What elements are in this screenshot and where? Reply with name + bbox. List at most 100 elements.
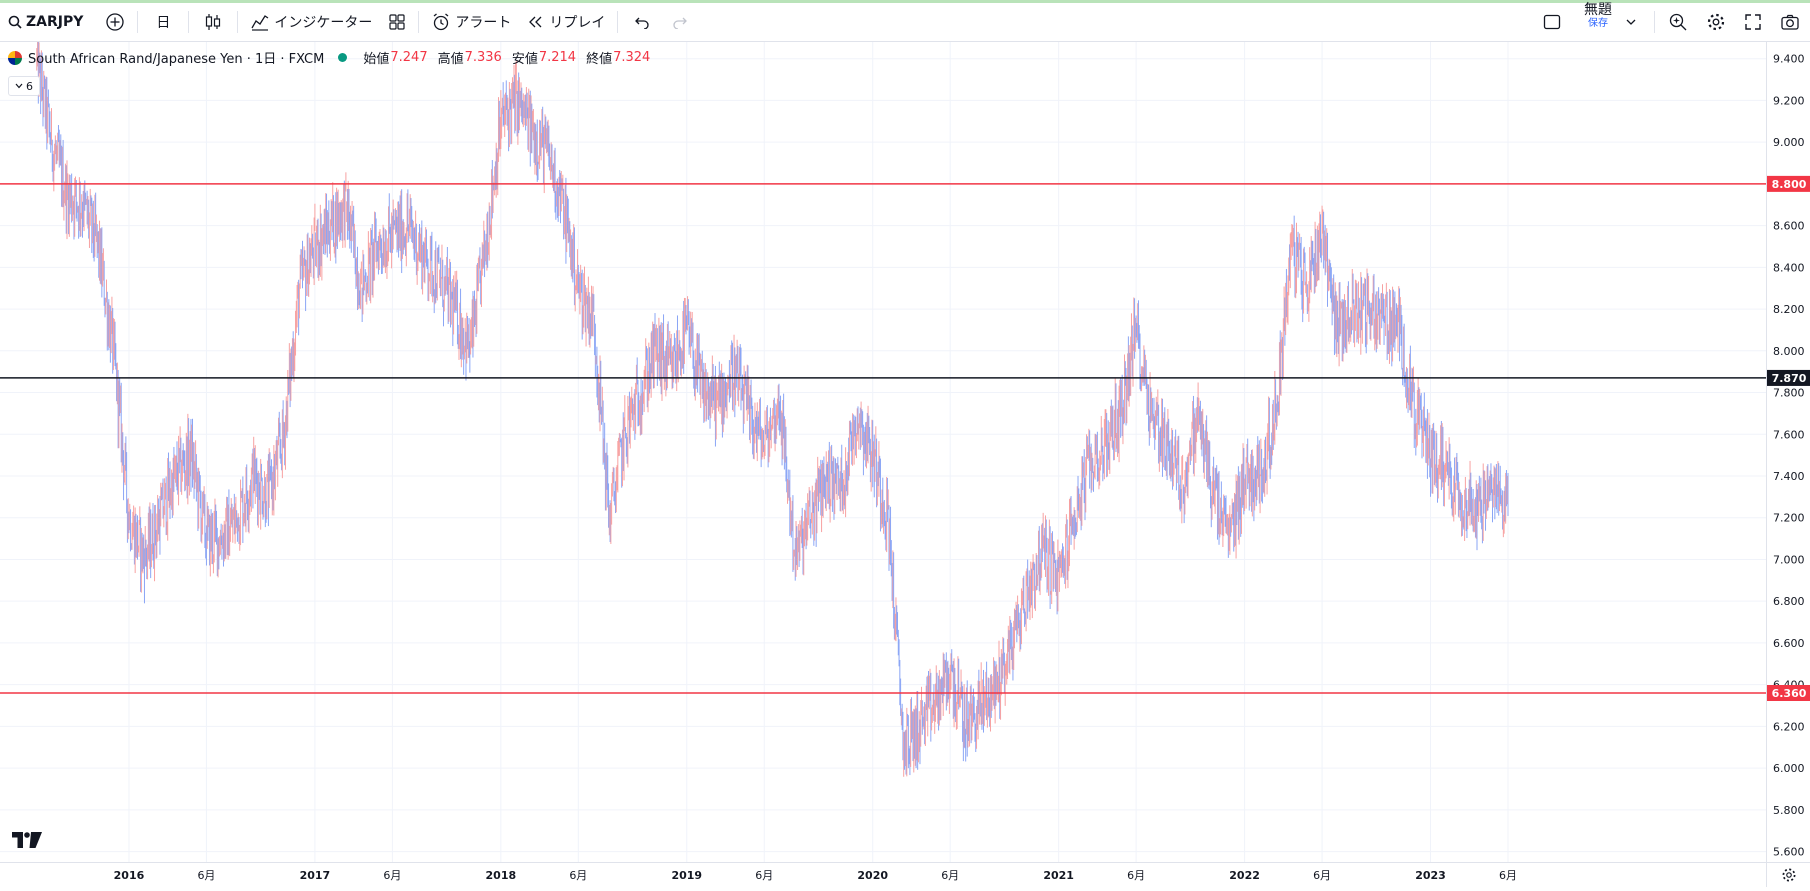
price-axis[interactable]: 9.400 9.200 9.000 8.800 8.600 8.400 8.200 8.000… — [1766, 42, 1810, 862]
axis-settings-button[interactable] — [1766, 862, 1810, 887]
open-label: 始値 — [363, 52, 390, 67]
price-bars — [36, 21, 1509, 777]
indicators-button[interactable]: インジケーター — [242, 3, 380, 41]
replay-label: リプレイ — [549, 15, 606, 31]
price-line-badge-label: 6.360 — [1772, 687, 1807, 700]
templates-button[interactable] — [380, 3, 414, 41]
redo-button[interactable] — [662, 3, 698, 41]
redo-icon — [673, 17, 688, 29]
compare-symbol-button[interactable] — [97, 3, 133, 41]
price-tick-label: 6.600 — [1773, 637, 1805, 650]
indicators-label: インジケーター — [274, 15, 373, 31]
fullscreen-button[interactable] — [1735, 3, 1771, 41]
high-value: 7.336 — [464, 50, 502, 65]
camera-icon — [1781, 14, 1799, 30]
toolbar-divider — [188, 11, 190, 33]
time-tick-label: 6月 — [1313, 869, 1331, 882]
close-label: 終値 — [586, 52, 613, 67]
time-tick-label: 6月 — [383, 869, 401, 882]
time-tick-label: 6月 — [569, 869, 587, 882]
collapsed-count: 6 — [26, 79, 33, 93]
price-chart[interactable] — [0, 21, 1766, 862]
price-line-badge — [1767, 369, 1810, 386]
settings-button[interactable] — [1697, 3, 1735, 41]
save-label: 保存 — [1588, 18, 1608, 29]
price-tick-label: 8.200 — [1773, 303, 1805, 316]
top-toolbar: ZARJPY 日 インジケーター アラート リプレイ 無題 保存 — [0, 3, 1810, 42]
tradingview-logo-icon — [12, 832, 42, 848]
snapshot-button[interactable] — [1771, 3, 1810, 41]
layout-title: 無題 — [1584, 2, 1612, 18]
time-tick-label: 6月 — [941, 869, 959, 882]
indicators-icon — [251, 15, 269, 31]
gear-icon — [1782, 868, 1796, 882]
quick-search-button[interactable] — [1659, 3, 1697, 41]
price-line-badge — [1767, 175, 1810, 192]
market-status-dot[interactable] — [338, 53, 348, 62]
price-tick-label: 8.600 — [1773, 220, 1805, 233]
price-tick-label: 7.400 — [1773, 470, 1805, 483]
time-tick-label: 2021 — [1043, 869, 1074, 882]
time-tick-label: 2023 — [1415, 869, 1446, 882]
replay-button[interactable]: リプレイ — [519, 3, 613, 41]
toolbar-divider — [1654, 11, 1655, 33]
low-label: 安値 — [511, 52, 538, 67]
price-tick-label: 6.200 — [1773, 720, 1805, 733]
top-accent-line — [0, 0, 1810, 3]
alarm-clock-icon — [433, 13, 449, 31]
chart-pane[interactable] — [0, 21, 1766, 862]
toolbar-divider — [137, 11, 139, 33]
alert-label: アラート — [455, 15, 512, 31]
candles-icon — [206, 14, 221, 30]
price-tick-label: 6.000 — [1773, 762, 1805, 775]
chart-legend: South African Rand/Japanese Yen · 1日 · F… — [8, 48, 650, 67]
zar-flag-icon — [8, 50, 22, 65]
time-tick-label: 6月 — [1499, 869, 1517, 882]
price-tick-label: 5.600 — [1773, 846, 1805, 859]
open-value: 7.247 — [390, 50, 428, 65]
high-label: 高値 — [437, 52, 464, 67]
rewind-icon — [529, 16, 542, 28]
alert-button[interactable]: アラート — [423, 3, 519, 41]
time-tick-label: 6月 — [197, 869, 215, 882]
chevron-down-icon — [15, 83, 23, 89]
low-value: 7.214 — [538, 50, 577, 65]
save-layout-button[interactable]: 無題 保存 — [1578, 3, 1618, 41]
price-axis-scale: 9.400 9.200 9.000 8.800 8.600 8.400 8.200 8.000… — [1767, 53, 1810, 859]
price-tick-label: 7.600 — [1773, 428, 1805, 441]
price-tick-label: 7.200 — [1773, 512, 1805, 525]
tradingview-logo[interactable] — [12, 832, 42, 853]
symbol-search-button[interactable]: ZARJPY — [0, 3, 91, 41]
gear-icon — [1707, 13, 1725, 31]
price-line-badge-label: 8.800 — [1772, 178, 1807, 191]
undo-icon — [635, 17, 650, 29]
time-axis-scale: 2016 6月 2017 6月 2018 6月 2019 6月 2020 6月 2021 6月 2022… — [114, 869, 1517, 882]
time-tick-label: 6月 — [1127, 869, 1145, 882]
price-tick-label: 9.200 — [1773, 94, 1805, 107]
price-tick-label: 9.000 — [1773, 136, 1805, 149]
time-tick-label: 2019 — [671, 869, 702, 882]
time-tick-label: 6月 — [755, 869, 773, 882]
price-line-badge — [1767, 684, 1810, 701]
legend-title[interactable]: South African Rand/Japanese Yen · 1日 · F… — [28, 52, 325, 67]
interval-button[interactable]: 日 — [156, 15, 171, 31]
time-axis[interactable]: 2016 6月 2017 6月 2018 6月 2019 6月 2020 6月 2021 6月 2022… — [0, 862, 1766, 887]
price-tick-label: 7.800 — [1773, 387, 1805, 400]
plus-circle-icon — [106, 13, 125, 31]
legend-collapse-button[interactable]: 6 — [8, 76, 40, 96]
search-spark-icon — [1669, 13, 1687, 31]
chart-type-button[interactable] — [193, 3, 233, 41]
symbol-label: ZARJPY — [26, 14, 84, 30]
square-icon — [1543, 14, 1561, 30]
toolbar-divider — [617, 11, 619, 33]
price-tick-label: 5.800 — [1773, 804, 1805, 817]
layout-select-button[interactable] — [1526, 3, 1578, 41]
price-tick-label: 9.400 — [1773, 53, 1805, 66]
fullscreen-icon — [1745, 14, 1761, 30]
layout-menu-button[interactable] — [1618, 3, 1650, 41]
time-tick-label: 2020 — [857, 869, 888, 882]
close-value: 7.324 — [613, 50, 651, 65]
chevron-down-icon — [1626, 19, 1636, 25]
undo-button[interactable] — [622, 3, 662, 41]
toolbar-divider — [237, 11, 239, 33]
